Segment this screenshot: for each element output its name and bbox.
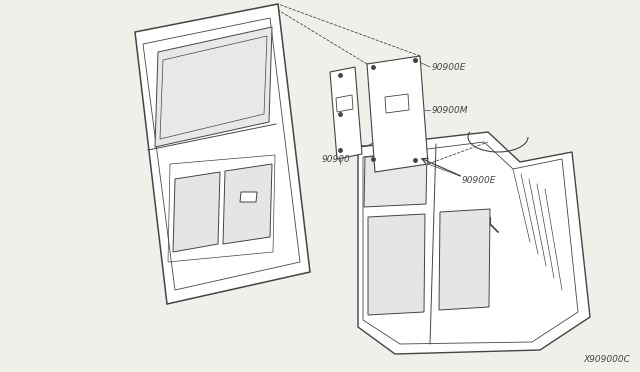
Polygon shape — [439, 209, 490, 310]
Text: 90900M: 90900M — [432, 106, 468, 115]
Polygon shape — [240, 192, 257, 202]
Text: X909000C: X909000C — [583, 355, 630, 364]
Polygon shape — [367, 56, 428, 172]
Polygon shape — [173, 172, 220, 252]
Polygon shape — [155, 27, 272, 147]
Polygon shape — [364, 154, 427, 207]
Polygon shape — [358, 132, 590, 354]
Polygon shape — [143, 18, 300, 290]
Polygon shape — [135, 4, 310, 304]
Polygon shape — [330, 67, 362, 159]
Polygon shape — [368, 214, 425, 315]
Text: 90900E: 90900E — [432, 62, 467, 71]
Text: 90900: 90900 — [322, 155, 351, 164]
Text: 90900E: 90900E — [462, 176, 497, 185]
Polygon shape — [223, 164, 272, 244]
